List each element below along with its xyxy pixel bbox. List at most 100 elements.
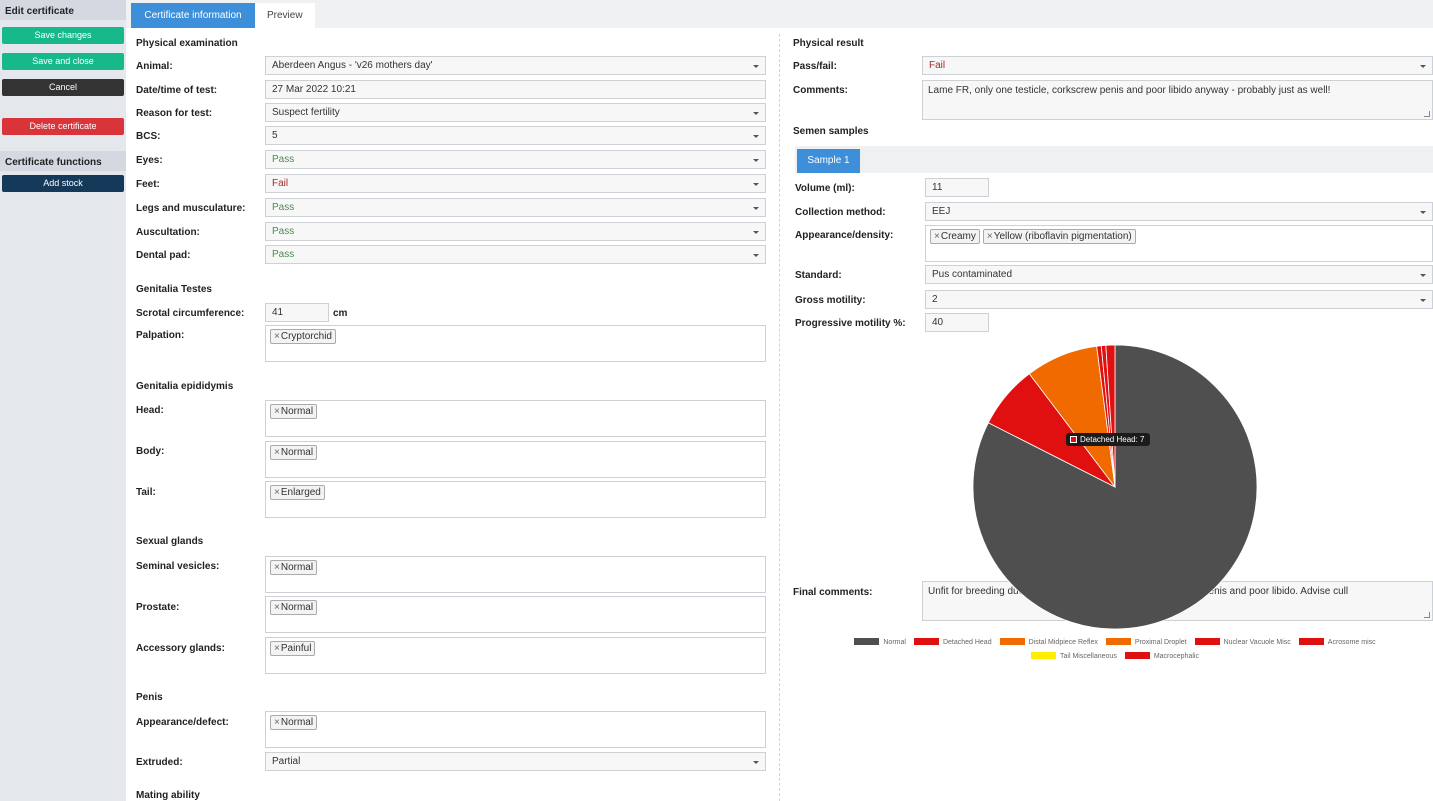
- dental-pad-select[interactable]: Pass: [265, 245, 766, 264]
- head-tags[interactable]: ×Normal: [265, 400, 766, 437]
- tooltip-text: Detached Head: 7: [1080, 435, 1145, 444]
- tag-remove-icon[interactable]: ×: [934, 231, 940, 242]
- tag-label: Yellow (riboflavin pigmentation): [993, 231, 1132, 242]
- tag-chip[interactable]: ×Normal: [270, 445, 318, 460]
- legend-item[interactable]: Distal Midpiece Reflex: [999, 636, 1098, 650]
- legend-swatch: [1124, 652, 1150, 659]
- tag-label: Normal: [280, 406, 314, 417]
- reason-select[interactable]: Suspect fertility: [265, 103, 766, 122]
- tag-label: Painful: [280, 643, 312, 654]
- tail-label: Tail:: [136, 487, 156, 498]
- prostate-tags[interactable]: ×Normal: [265, 596, 766, 633]
- penis-heading: Penis: [136, 692, 163, 703]
- final-comments-text-end: w penis and poor libido. Advise cull: [1193, 586, 1349, 597]
- gross-motility-select[interactable]: 2: [925, 290, 1433, 309]
- body-tags[interactable]: ×Normal: [265, 441, 766, 478]
- tab-preview[interactable]: Preview: [255, 3, 315, 28]
- bcs-select[interactable]: 5: [265, 126, 766, 145]
- appearance-density-label: Appearance/density:: [795, 230, 894, 241]
- legend-item[interactable]: Detached Head: [913, 636, 992, 650]
- edit-certificate-heading: Edit certificate: [0, 0, 126, 20]
- column-divider: [779, 34, 780, 801]
- tag-chip[interactable]: ×Enlarged: [270, 485, 325, 500]
- tag-chip[interactable]: ×Normal: [270, 560, 318, 575]
- tag-label: Normal: [280, 602, 314, 613]
- morphology-pie-chart[interactable]: [960, 340, 1270, 640]
- certificate-functions-heading: Certificate functions: [0, 151, 126, 171]
- datetime-input[interactable]: 27 Mar 2022 10:21: [265, 80, 766, 99]
- seminal-vesicles-label: Seminal vesicles:: [136, 561, 220, 572]
- tag-chip[interactable]: ×Painful: [270, 641, 316, 656]
- legend-item[interactable]: Nuclear Vacuole Misc: [1194, 636, 1291, 650]
- comments-textarea[interactable]: Lame FR, only one testicle, corkscrew pe…: [922, 80, 1433, 120]
- scrotal-unit: cm: [333, 308, 348, 319]
- penis-appearance-tags[interactable]: ×Normal: [265, 711, 766, 748]
- extruded-label: Extruded:: [136, 757, 183, 768]
- eyes-select[interactable]: Pass: [265, 150, 766, 169]
- tag-chip[interactable]: ×Normal: [270, 404, 318, 419]
- tag-label: Creamy: [940, 231, 976, 242]
- extruded-select[interactable]: Partial: [265, 752, 766, 771]
- tag-chip[interactable]: ×Cryptorchid: [270, 329, 336, 344]
- collection-method-select[interactable]: EEJ: [925, 202, 1433, 221]
- legend-item[interactable]: Proximal Droplet: [1105, 636, 1187, 650]
- progressive-motility-label: Progressive motility %:: [795, 318, 906, 329]
- animal-select[interactable]: Aberdeen Angus - 'v26 mothers day': [265, 56, 766, 75]
- progressive-motility-input[interactable]: 40: [925, 313, 989, 332]
- tag-remove-icon[interactable]: ×: [274, 643, 280, 654]
- passfail-select[interactable]: Fail: [922, 56, 1433, 75]
- dental-pad-label: Dental pad:: [136, 250, 191, 261]
- eyes-label: Eyes:: [136, 155, 163, 166]
- pie-slice-macrocephalic[interactable]: [1105, 344, 1116, 488]
- datetime-label: Date/time of test:: [136, 85, 218, 96]
- tag-remove-icon[interactable]: ×: [274, 331, 280, 342]
- tag-remove-icon[interactable]: ×: [986, 231, 993, 242]
- tag-remove-icon[interactable]: ×: [274, 447, 280, 458]
- delete-certificate-button[interactable]: Delete certificate: [2, 118, 124, 135]
- add-stock-button[interactable]: Add stock: [2, 175, 124, 192]
- scrotal-input[interactable]: 41: [265, 303, 329, 322]
- standard-select[interactable]: Pus contaminated: [925, 265, 1433, 284]
- auscultation-select[interactable]: Pass: [265, 222, 766, 241]
- tab-certificate-information[interactable]: Certificate information: [131, 3, 255, 28]
- seminal-vesicles-tags[interactable]: ×Normal: [265, 556, 766, 593]
- tag-chip[interactable]: ×Creamy: [930, 229, 980, 244]
- physical-result-heading: Physical result: [793, 38, 864, 49]
- accessory-glands-tags[interactable]: ×Painful: [265, 637, 766, 674]
- feet-label: Feet:: [136, 179, 160, 190]
- legs-select[interactable]: Pass: [265, 198, 766, 217]
- tail-tags[interactable]: ×Enlarged: [265, 481, 766, 518]
- legend-label: Proximal Droplet: [1134, 639, 1187, 646]
- legs-label: Legs and musculature:: [136, 203, 246, 214]
- tag-chip[interactable]: ×Yellow (riboflavin pigmentation): [982, 229, 1136, 244]
- tag-remove-icon[interactable]: ×: [274, 602, 280, 613]
- legend-swatch: [1031, 652, 1057, 659]
- pie-slice-normal[interactable]: [972, 344, 1258, 630]
- tag-remove-icon[interactable]: ×: [274, 487, 280, 498]
- body-label: Body:: [136, 446, 165, 457]
- tag-remove-icon[interactable]: ×: [274, 717, 280, 728]
- save-changes-button[interactable]: Save changes: [2, 27, 124, 44]
- appearance-density-tags[interactable]: ×Creamy ×Yellow (riboflavin pigmentation): [925, 225, 1433, 262]
- legend-swatch: [913, 638, 939, 645]
- tag-remove-icon[interactable]: ×: [274, 562, 280, 573]
- save-and-close-button[interactable]: Save and close: [2, 53, 124, 70]
- feet-select[interactable]: Fail: [265, 174, 766, 193]
- tag-chip[interactable]: ×Normal: [270, 715, 318, 730]
- palpation-tags[interactable]: ×Cryptorchid: [265, 325, 766, 362]
- tag-remove-icon[interactable]: ×: [274, 406, 280, 417]
- sidebar: Edit certificate Save changes Save and c…: [0, 0, 126, 801]
- mating-ability-heading: Mating ability: [136, 790, 200, 801]
- legend-label: Normal: [883, 639, 906, 646]
- volume-input[interactable]: 11: [925, 178, 989, 197]
- legend-item[interactable]: Macrocephalic: [1124, 650, 1199, 664]
- legend-item[interactable]: Acrosome misc: [1298, 636, 1376, 650]
- legend-item[interactable]: Tail Miscellaneous: [1031, 650, 1117, 664]
- tag-chip[interactable]: ×Normal: [270, 600, 318, 615]
- tab-sample-1[interactable]: Sample 1: [797, 149, 860, 173]
- collection-method-label: Collection method:: [795, 207, 886, 218]
- legend-item[interactable]: Normal: [854, 636, 906, 650]
- cancel-button[interactable]: Cancel: [2, 79, 124, 96]
- sexual-glands-heading: Sexual glands: [136, 536, 204, 547]
- volume-label: Volume (ml):: [795, 183, 855, 194]
